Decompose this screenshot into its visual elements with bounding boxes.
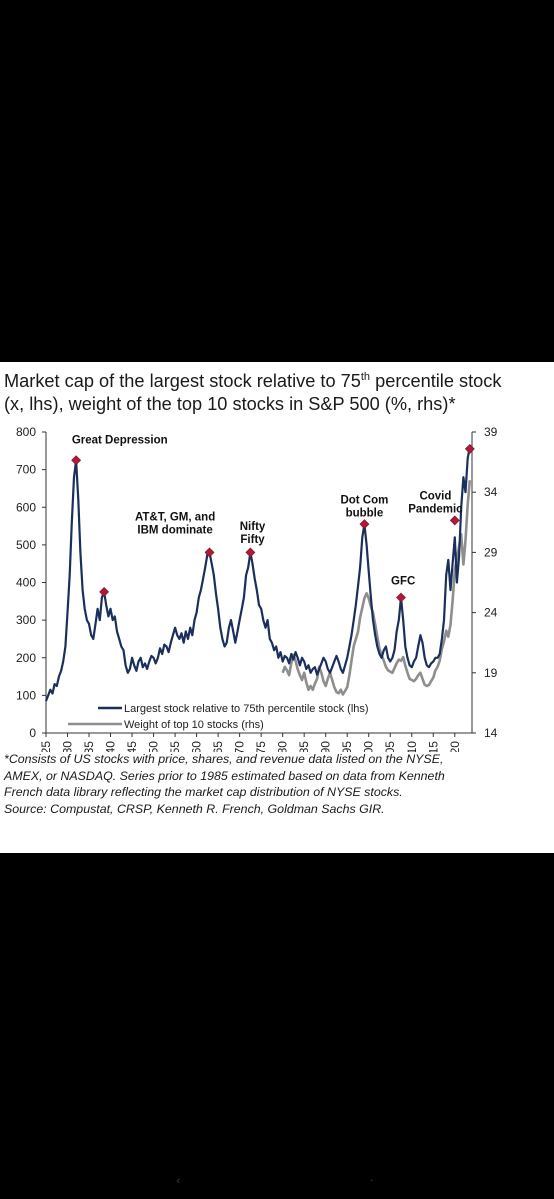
- x-tick-label: 1965: [211, 741, 225, 752]
- left-tick-label: 500: [16, 538, 36, 552]
- series-line-largest-stock: [44, 446, 471, 702]
- back-nav-icon[interactable]: ‹: [176, 1174, 181, 1187]
- x-tick-label: 1940: [104, 741, 118, 752]
- x-tick-label: 1930: [61, 741, 75, 752]
- left-tick-label: 200: [16, 651, 36, 665]
- left-tick-label: 0: [29, 726, 36, 740]
- line-chart: 0 100 200 300 400 500 600 700 800 14 19 24 29 34 39 192…: [16, 425, 498, 752]
- peak-marker: [99, 586, 110, 597]
- left-tick-label: 400: [16, 576, 36, 590]
- x-tick-label: 1950: [147, 741, 161, 752]
- peak-marker: [71, 455, 82, 466]
- event-annotation-line: Pandemic: [408, 504, 463, 516]
- home-nav-icon[interactable]: ·: [370, 1174, 374, 1187]
- series-line-top10-weight: [281, 480, 472, 696]
- marker-layer: [71, 444, 475, 603]
- footnote-line: Source: Compustat, CRSP, Kenneth R. Fren…: [4, 801, 385, 816]
- event-annotation-line: GFC: [391, 575, 415, 587]
- x-tick-label: 2015: [426, 741, 440, 752]
- x-tick-label: 1975: [254, 741, 268, 752]
- event-annotation: Great Depression: [72, 434, 168, 446]
- x-tick-label: 1925: [39, 741, 53, 752]
- event-annotation: Covid Pandemic: [408, 491, 463, 516]
- left-tick-label: 700: [16, 463, 36, 477]
- peak-marker: [464, 444, 475, 454]
- x-tick-label: 1945: [125, 741, 139, 752]
- x-tick-label: 1985: [297, 741, 311, 752]
- legend-label-lhs: Largest stock relative to 75th percentil…: [124, 703, 369, 715]
- footnote: *Consists of US stocks with price, share…: [4, 751, 550, 817]
- event-annotation-line: IBM dominate: [137, 524, 212, 536]
- event-annotation-line: Nifty: [240, 521, 266, 533]
- title-line1-pre: Market cap of the largest stock relative…: [4, 371, 361, 392]
- right-tick-label: 14: [484, 726, 498, 740]
- event-annotation-line: Fifty: [240, 534, 265, 546]
- event-annotation-line: bubble: [346, 507, 384, 519]
- footnote-line: AMEX, or NASDAQ. Series prior to 1985 es…: [4, 768, 445, 783]
- title-line1-sup: th: [360, 371, 371, 383]
- title-line1-post: percentile stock: [370, 371, 502, 392]
- x-tick-label: 2005: [383, 741, 397, 752]
- x-tick-label: 1980: [276, 741, 290, 752]
- annotation-layer: Great Depression AT&T, GM, and IBM dominat…: [72, 434, 463, 587]
- x-tick-label: 1995: [340, 741, 354, 752]
- event-annotation-line: Covid: [419, 491, 451, 503]
- right-tick-label: 29: [484, 545, 498, 559]
- left-tick-label: 600: [16, 500, 36, 514]
- event-annotation-line: AT&T, GM, and: [135, 511, 215, 523]
- left-tick-label: 300: [16, 613, 36, 627]
- peak-marker: [449, 515, 460, 526]
- right-tick-label: 39: [484, 425, 498, 439]
- event-annotation: Dot Com bubble: [340, 494, 388, 519]
- event-annotation: GFC: [391, 575, 415, 587]
- x-tick-label: 1955: [168, 741, 182, 752]
- event-annotation-line: Dot Com: [340, 494, 388, 506]
- chart-title: Market cap of the largest stock relative…: [4, 366, 550, 416]
- x-tick-label: 1970: [233, 741, 247, 752]
- chart-card: Market cap of the largest stock relative…: [0, 362, 554, 853]
- legend-label-rhs: Weight of top 10 stocks (rhs): [124, 719, 264, 731]
- x-tick-label: 2020: [448, 741, 462, 752]
- event-annotation: Nifty Fifty: [240, 521, 266, 546]
- right-tick-label: 34: [484, 485, 498, 499]
- left-tick-label: 800: [16, 425, 36, 439]
- title-line2: (x, lhs), weight of the top 10 stocks in…: [4, 394, 456, 415]
- footnote-line: French data library reflecting the marke…: [4, 785, 403, 799]
- x-tick-label: 2010: [405, 741, 419, 752]
- x-tick-label: 1935: [82, 741, 96, 752]
- peak-marker: [396, 592, 406, 603]
- x-tick-label: 1990: [319, 741, 333, 752]
- peak-marker: [359, 519, 370, 530]
- peak-marker: [245, 547, 256, 558]
- event-annotation: AT&T, GM, and IBM dominate: [135, 511, 215, 536]
- footnote-line: *Consists of US stocks with price, share…: [4, 752, 444, 766]
- x-tick-label: 1960: [190, 741, 204, 752]
- event-annotation-line: Great Depression: [72, 434, 168, 446]
- axes: 0 100 200 300 400 500 600 700 800 14 19 24 29 34 39 192…: [16, 425, 498, 752]
- legend: Largest stock relative to 75th percentil…: [68, 703, 369, 731]
- series-layer: [44, 446, 472, 702]
- right-tick-label: 19: [484, 666, 498, 680]
- left-tick-label: 100: [16, 688, 36, 702]
- peak-marker: [204, 547, 215, 558]
- right-tick-label: 24: [484, 606, 498, 620]
- system-nav-bar: ‹ ·: [0, 1170, 554, 1199]
- x-tick-label: 2000: [362, 741, 376, 752]
